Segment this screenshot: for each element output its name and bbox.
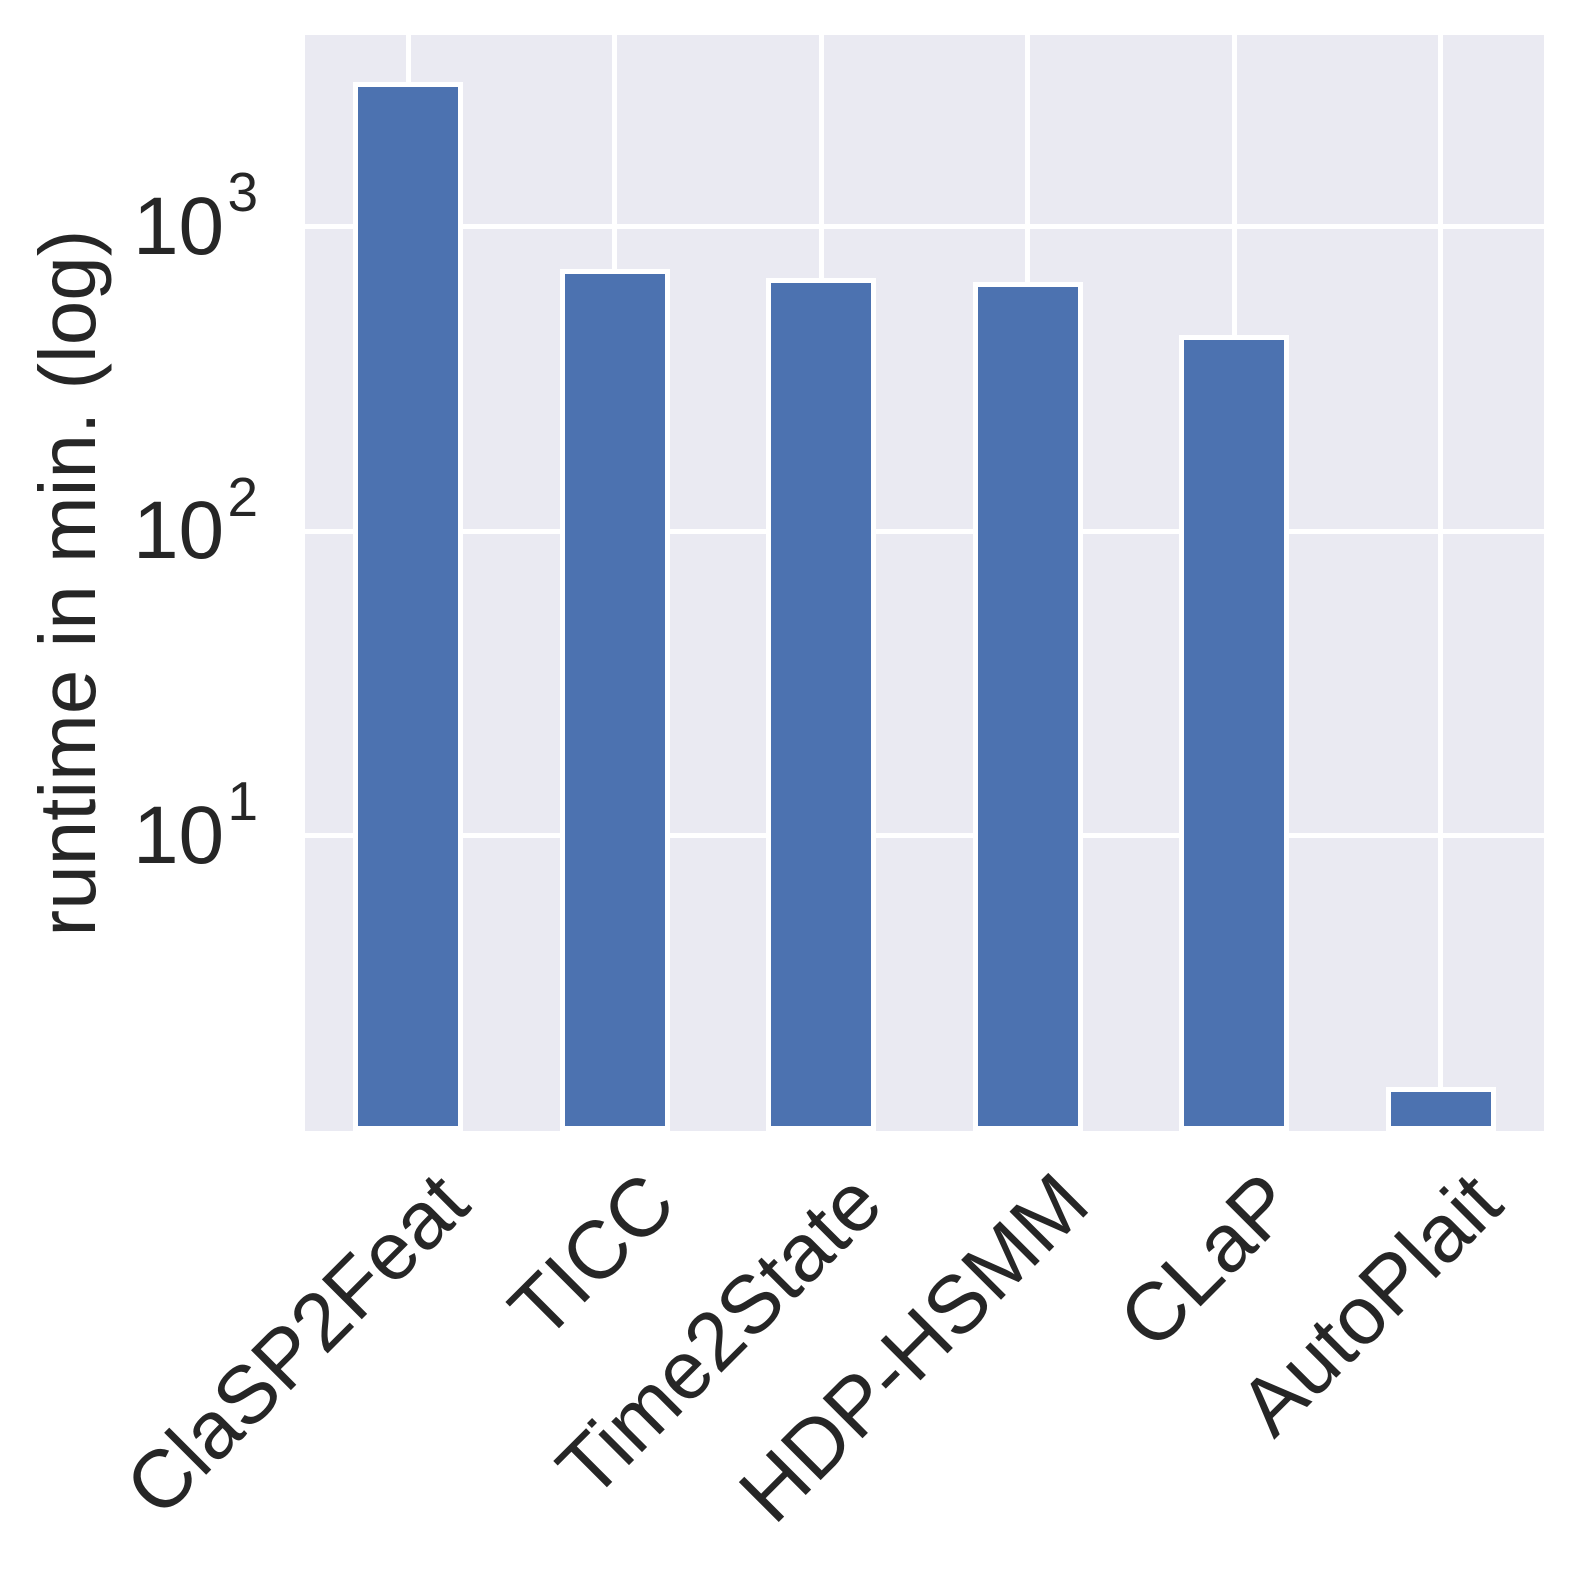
bar-HDP-HSMM bbox=[972, 281, 1083, 1131]
y-axis-label: runtime in min. (log) bbox=[23, 229, 112, 937]
gridline-horizontal-10e3 bbox=[305, 224, 1544, 230]
gridline-horizontal-10e1 bbox=[305, 833, 1544, 839]
bar-AutoPlait bbox=[1385, 1086, 1496, 1131]
plot-area bbox=[305, 35, 1544, 1131]
x-tick-label-ClaSP2Feat: ClaSP2Feat bbox=[108, 1156, 486, 1534]
y-tick-label-10e2: 10 2 bbox=[132, 465, 258, 577]
y-tick-label-10e1: 10 1 bbox=[132, 770, 258, 881]
gridline-vertical-AutoPlait bbox=[1438, 35, 1444, 1131]
bar-ClaSP2Feat bbox=[353, 81, 464, 1131]
gridline-horizontal-10e2 bbox=[305, 528, 1544, 534]
bar-CLaP bbox=[1179, 335, 1290, 1131]
bar-Time2State bbox=[766, 277, 877, 1131]
y-tick-label-10e3: 10 3 bbox=[132, 161, 258, 272]
bar-TICC bbox=[559, 269, 670, 1131]
